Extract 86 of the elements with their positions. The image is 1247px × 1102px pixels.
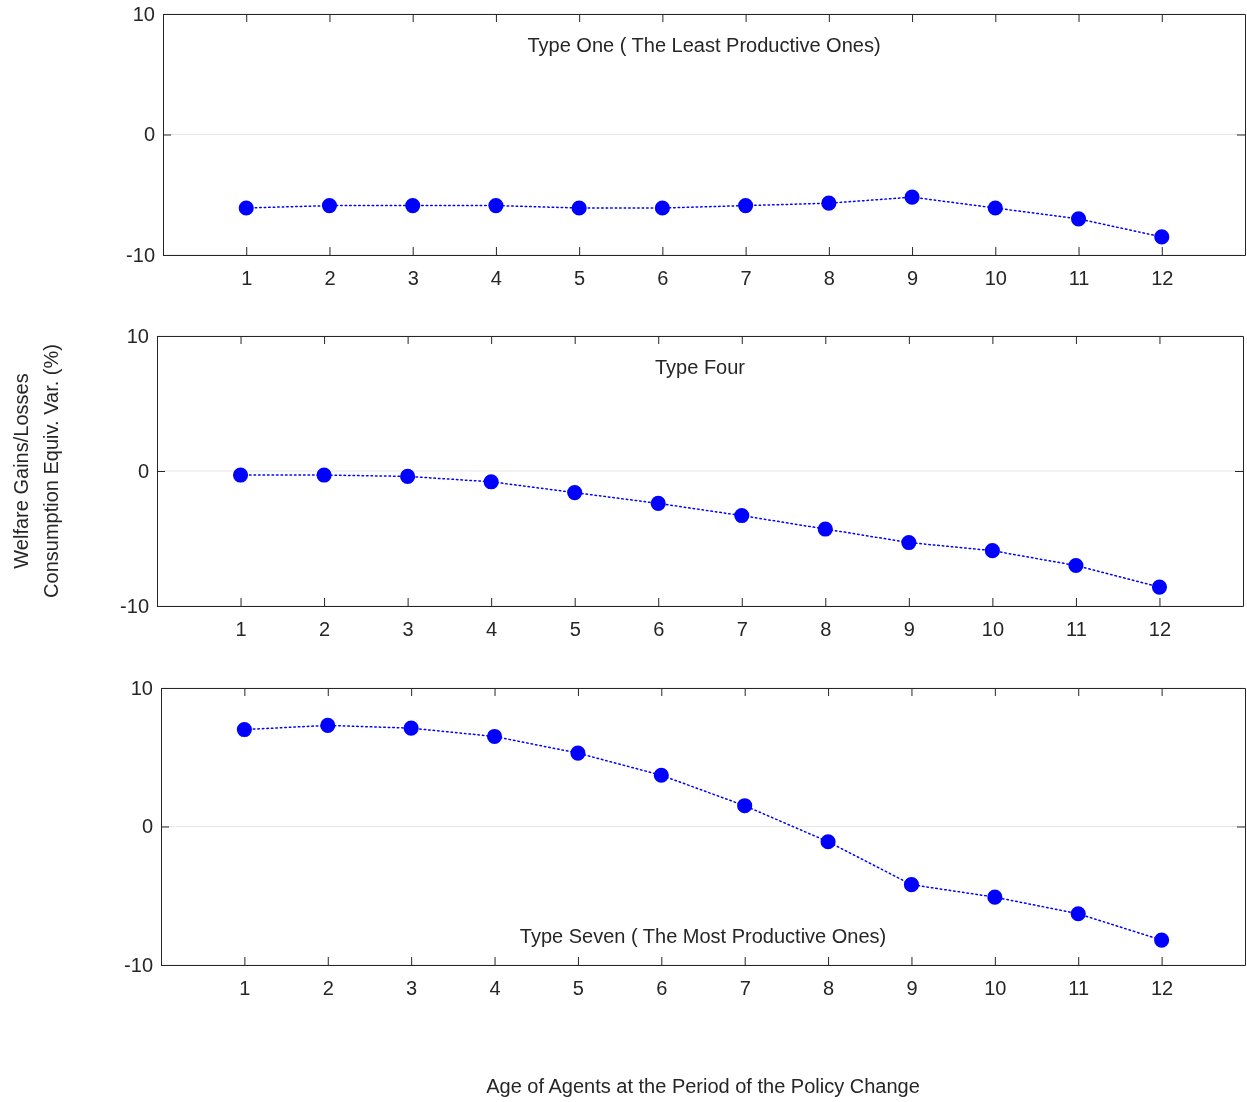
point <box>488 198 504 214</box>
point <box>1151 579 1168 595</box>
x-tick-label: 3 <box>402 618 414 641</box>
y-tick-label: 10 <box>132 2 155 25</box>
point <box>1070 906 1086 922</box>
point <box>1154 229 1170 245</box>
x-tick-label: 10 <box>984 977 1007 1000</box>
y-tick-label: 0 <box>143 123 155 146</box>
point <box>987 889 1003 905</box>
point <box>1070 211 1087 227</box>
x-tick-label: 1 <box>239 977 251 1000</box>
point <box>1154 932 1170 948</box>
point <box>650 495 666 511</box>
point <box>737 798 753 814</box>
x-tick-label: 1 <box>235 618 247 641</box>
point <box>987 200 1003 216</box>
point <box>567 485 583 501</box>
x-tick-label: 1 <box>241 267 253 290</box>
point <box>405 198 421 214</box>
x-tick-label: 7 <box>740 267 752 290</box>
x-tick-label: 2 <box>324 267 336 290</box>
y-tick-label: 10 <box>130 676 153 699</box>
point <box>316 467 332 483</box>
x-tick-label: 12 <box>1150 977 1174 1000</box>
x-tick-label: 4 <box>486 618 498 641</box>
point <box>403 720 419 736</box>
x-tick-label: 10 <box>984 267 1007 290</box>
x-tick-label: 6 <box>657 267 669 290</box>
point <box>486 728 503 745</box>
y-tick-label: 10 <box>126 324 149 347</box>
x-tick-label: 3 <box>406 977 418 1000</box>
x-tick-label: 11 <box>1066 618 1087 641</box>
point <box>653 767 669 783</box>
y-tick-label: 0 <box>141 815 153 838</box>
text: Type Seven ( The Most Productive Ones) <box>519 925 887 947</box>
point <box>817 521 833 537</box>
x-tick-label: 5 <box>569 618 581 641</box>
x-tick-label: 12 <box>1151 267 1174 290</box>
point <box>238 200 254 216</box>
x-tick-label: 3 <box>407 267 419 290</box>
y-axis-title: Welfare Gains/Losses Consumption Equiv. Var. (%) <box>10 344 62 598</box>
x-tick-label: 8 <box>823 977 835 1000</box>
point <box>236 722 252 738</box>
x-tick-label: 8 <box>823 267 835 290</box>
y-tick-label: -10 <box>126 243 155 266</box>
x-tick-label: 10 <box>981 618 1005 641</box>
point <box>734 508 750 524</box>
point <box>570 745 586 761</box>
x-tick-label: 11 <box>1068 977 1090 1000</box>
point <box>571 200 587 216</box>
point <box>483 474 499 490</box>
point <box>1068 557 1084 574</box>
y-tick-label: -10 <box>124 953 153 976</box>
point <box>738 198 754 214</box>
point <box>232 467 249 483</box>
x-tick-label: 9 <box>903 618 915 641</box>
x-tick-label: 6 <box>653 618 665 641</box>
x-tick-label: 5 <box>572 977 584 1000</box>
x-tick-label: 7 <box>739 977 751 1000</box>
point <box>820 834 836 850</box>
x-tick-label: 4 <box>490 267 502 290</box>
x-tick-label: 8 <box>820 618 832 641</box>
point <box>320 717 336 733</box>
point <box>901 535 917 551</box>
x-tick-label: 2 <box>322 977 334 1000</box>
x-axis-title: Age of Agents at the Period of the Policy Change <box>486 1075 920 1097</box>
x-tick-label: 9 <box>906 977 918 1000</box>
x-tick-label: 12 <box>1148 618 1172 641</box>
x-tick-label: 6 <box>656 977 668 1000</box>
y-tick-label: 0 <box>137 459 149 482</box>
point <box>984 543 1000 559</box>
x-tick-label: 11 <box>1068 267 1090 290</box>
point <box>903 877 920 893</box>
point <box>321 198 338 214</box>
text: Type Four <box>654 356 746 378</box>
x-tick-label: 4 <box>489 977 501 1000</box>
y-tick-label: -10 <box>120 594 149 617</box>
point <box>400 468 416 484</box>
x-tick-label: 9 <box>907 267 919 290</box>
point <box>654 200 670 216</box>
point <box>904 189 920 205</box>
x-tick-label: 5 <box>574 267 586 290</box>
point <box>821 195 837 211</box>
text: Type One ( The Least Productive Ones) <box>527 34 881 56</box>
x-tick-label: 2 <box>319 618 331 641</box>
x-tick-label: 7 <box>736 618 748 641</box>
